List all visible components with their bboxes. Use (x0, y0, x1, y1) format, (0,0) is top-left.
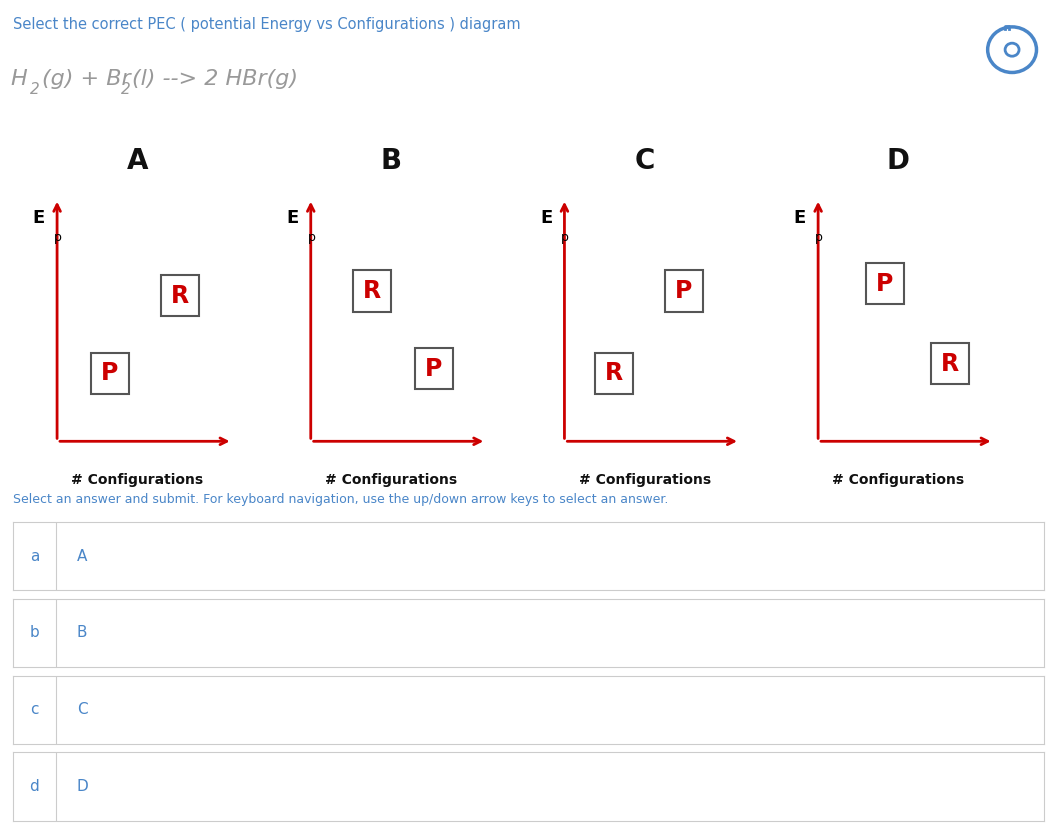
Text: # Configurations: # Configurations (579, 473, 710, 488)
Text: (l) --> 2 HBr(g): (l) --> 2 HBr(g) (132, 68, 298, 89)
Text: # Configurations: # Configurations (833, 473, 964, 488)
Text: R: R (605, 362, 623, 386)
Bar (91, 352, 129, 394)
Text: D: D (887, 147, 910, 175)
Bar (594, 352, 632, 394)
Text: A: A (127, 147, 148, 175)
Text: D: D (77, 779, 89, 794)
Bar (665, 271, 703, 311)
Text: b: b (30, 625, 39, 640)
Text: p: p (815, 231, 822, 244)
Text: Select the correct PEC ( potential Energy vs Configurations ) diagram: Select the correct PEC ( potential Energ… (13, 17, 520, 32)
Text: E: E (286, 209, 299, 227)
Text: p: p (308, 231, 315, 244)
Text: R: R (364, 279, 382, 303)
Text: 2: 2 (122, 82, 131, 97)
Text: c: c (30, 702, 39, 717)
Text: 2: 2 (31, 82, 40, 97)
Text: R: R (171, 284, 189, 308)
Text: Select an answer and submit. For keyboard navigation, use the up/down arrow keys: Select an answer and submit. For keyboar… (13, 493, 668, 506)
Text: P: P (675, 279, 692, 303)
Bar (353, 271, 391, 311)
Text: C: C (77, 702, 88, 717)
Text: E: E (33, 209, 45, 227)
Text: A: A (77, 549, 87, 564)
Bar (414, 348, 452, 389)
Text: # Configurations: # Configurations (326, 473, 457, 488)
Text: p: p (54, 231, 61, 244)
Text: E: E (794, 209, 806, 227)
Text: H: H (11, 68, 27, 89)
Bar (161, 276, 199, 316)
Text: # Configurations: # Configurations (71, 473, 203, 488)
Text: d: d (30, 779, 39, 794)
Text: (g) + Br: (g) + Br (42, 68, 131, 89)
Text: a: a (30, 549, 39, 564)
Text: P: P (101, 362, 118, 386)
Bar (930, 343, 968, 384)
Text: P: P (425, 357, 442, 381)
Text: E: E (540, 209, 553, 227)
Bar (866, 263, 904, 304)
Text: B: B (77, 625, 87, 640)
Text: p: p (561, 231, 569, 244)
Text: P: P (876, 271, 893, 296)
Text: B: B (381, 147, 402, 175)
Text: C: C (634, 147, 655, 175)
Text: R: R (941, 352, 959, 376)
